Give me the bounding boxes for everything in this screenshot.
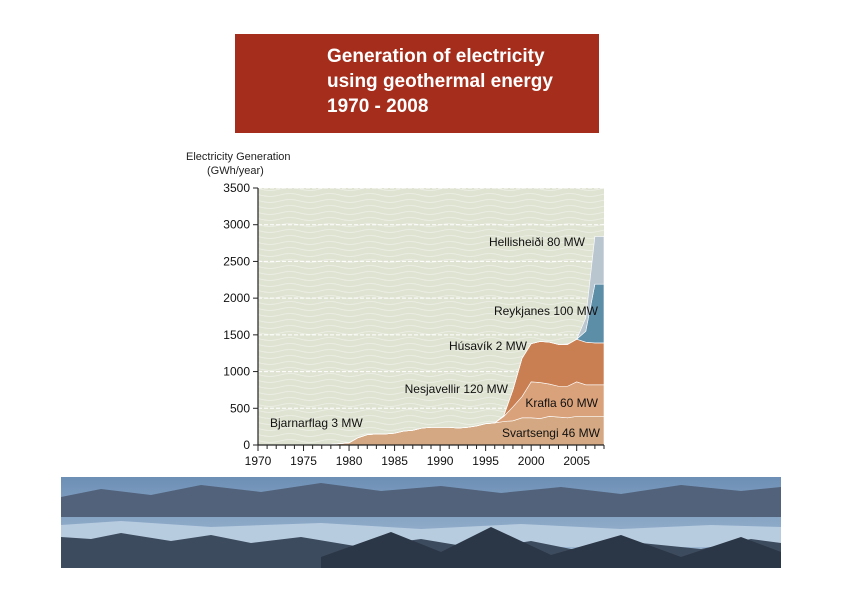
label-husavik: Húsavík 2 MW (449, 339, 528, 353)
y-tick-label-2000: 2000 (223, 291, 250, 305)
x-tick-label-1975: 1975 (290, 454, 317, 468)
chart-title-line-2: using geothermal energy (327, 71, 553, 92)
label-bjarnarflag: Bjarnarflag 3 MW (270, 416, 363, 430)
chart-title-line-3: 1970 - 2008 (327, 96, 429, 117)
label-krafla: Krafla 60 MW (525, 396, 598, 410)
chart-title-banner: Generation of electricity using geotherm… (235, 34, 599, 133)
axes: 1970 1975 1980 1985 1990 1995 2000 2005 0 500 1000… (223, 181, 605, 468)
y-tick-label-1000: 1000 (223, 365, 250, 379)
x-tick-label-1995: 1995 (472, 454, 499, 468)
x-tick-label-1970: 1970 (245, 454, 272, 468)
chart-title-line-1: Generation of electricity (327, 46, 545, 67)
geothermal-area-chart: 1970 1975 1980 1985 1990 1995 2000 2005 0 500 1000… (186, 151, 605, 468)
y-tick-label-1500: 1500 (223, 328, 250, 342)
x-tick-label-2005: 2005 (563, 454, 590, 468)
area-series-group (258, 236, 605, 446)
area-hellisheii (258, 236, 605, 446)
y-axis-label-line-2: (GWh/year) (207, 165, 264, 177)
x-tick-label-1990: 1990 (427, 454, 454, 468)
x-tick-label-2000: 2000 (518, 454, 545, 468)
y-tick-label-0: 0 (243, 438, 250, 452)
x-tick-label-1985: 1985 (381, 454, 408, 468)
y-tick-label-3500: 3500 (223, 181, 250, 195)
label-reykjanes: Reykjanes 100 MW (494, 304, 599, 318)
y-tick-label-2500: 2500 (223, 254, 250, 268)
label-nesjavellir: Nesjavellir 120 MW (405, 382, 509, 396)
landscape-photo (61, 477, 781, 568)
y-tick-label-500: 500 (230, 401, 250, 415)
x-tick-label-1980: 1980 (336, 454, 363, 468)
series-labels: Hellisheiði 80 MW Reykjanes 100 MW Húsavík… (270, 235, 601, 440)
label-svartsengi: Svartsengi 46 MW (502, 426, 601, 440)
label-hellisheidi: Hellisheiði 80 MW (489, 235, 586, 249)
y-tick-label-3000: 3000 (223, 218, 250, 232)
y-axis-label-line-1: Electricity Generation (186, 151, 291, 163)
